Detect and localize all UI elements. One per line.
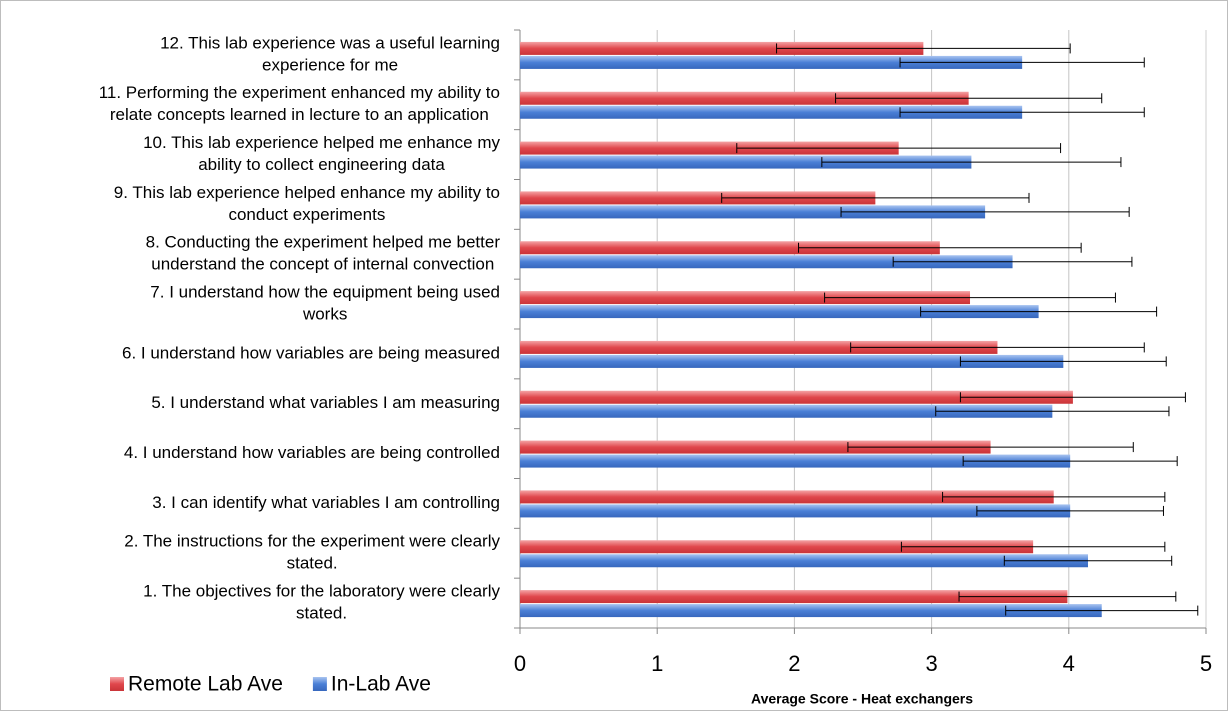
y-tick-label: conduct experiments xyxy=(228,205,385,224)
error-bar xyxy=(899,57,1145,68)
y-tick-label: 2. The instructions for the experiment w… xyxy=(124,532,500,551)
bar xyxy=(520,554,1089,568)
bar xyxy=(520,91,969,105)
y-tick-label: works xyxy=(302,305,347,324)
bar xyxy=(520,141,899,155)
y-tick-label: 10. This lab experience helped me enhanc… xyxy=(143,133,500,152)
legend-swatch xyxy=(312,677,327,691)
bar xyxy=(520,241,940,255)
error-bar xyxy=(776,43,1071,54)
y-tick-label: understand the concept of internal conve… xyxy=(151,255,494,274)
error-bar xyxy=(920,306,1158,317)
bar xyxy=(520,590,1068,604)
legend-swatch xyxy=(110,677,124,691)
bar xyxy=(520,404,1053,418)
error-bar xyxy=(840,206,1130,217)
y-tick-label: experience for me xyxy=(262,55,398,74)
error-bar xyxy=(798,242,1082,253)
y-tick-label: 8. Conducting the experiment helped me b… xyxy=(146,233,501,252)
error-bar xyxy=(892,256,1133,267)
y-tick-label: 3. I can identify what variables I am co… xyxy=(152,493,500,512)
error-bar xyxy=(850,342,1145,353)
bar xyxy=(520,191,876,205)
y-tick-label: stated. xyxy=(296,604,347,623)
y-tick-label: relate concepts learned in lecture to an… xyxy=(110,105,489,124)
x-tick-label: 0 xyxy=(514,651,526,676)
y-tick-label: 6. I understand how variables are being … xyxy=(122,343,500,362)
legend-label: In-Lab Ave xyxy=(331,673,431,696)
bar xyxy=(520,155,972,169)
error-bar xyxy=(976,505,1164,516)
bar xyxy=(520,305,1039,319)
error-bar xyxy=(958,591,1177,602)
bar xyxy=(520,105,1023,119)
x-tick-label: 2 xyxy=(788,651,800,676)
legend-label: Remote Lab Ave xyxy=(128,673,283,696)
y-tick-label: 11. Performing the experiment enhanced m… xyxy=(99,83,500,102)
bar xyxy=(520,205,986,219)
error-bar xyxy=(962,456,1178,467)
bar xyxy=(520,390,1073,404)
bar xyxy=(520,255,1013,269)
y-tick-label: 9. This lab experience helped enhance my… xyxy=(114,183,500,202)
x-tick-label: 5 xyxy=(1200,651,1212,676)
error-bar xyxy=(824,292,1116,303)
bar xyxy=(520,354,1064,368)
y-tick-label: 7. I understand how the equipment being … xyxy=(150,283,500,302)
bar xyxy=(520,454,1071,468)
error-bar xyxy=(959,356,1167,367)
error-bar xyxy=(959,392,1186,403)
bar xyxy=(520,604,1102,618)
bar xyxy=(520,440,991,454)
error-bar xyxy=(900,541,1166,552)
y-tick-label: ability to collect engineering data xyxy=(198,155,445,174)
bar xyxy=(520,291,971,305)
y-tick-label: 1. The objectives for the laboratory wer… xyxy=(143,582,500,601)
bar xyxy=(520,504,1071,518)
error-bar xyxy=(736,143,1062,154)
error-bar xyxy=(835,93,1103,104)
y-tick-label: 4. I understand how variables are being … xyxy=(124,443,500,462)
bar xyxy=(520,490,1054,504)
error-bar xyxy=(847,442,1134,453)
error-bar xyxy=(942,491,1166,502)
bar xyxy=(520,340,998,354)
y-tick-label: stated. xyxy=(287,554,338,573)
error-bar xyxy=(1003,555,1173,566)
x-axis-label: Average Score - Heat exchangers xyxy=(751,691,973,707)
bar xyxy=(520,540,1034,554)
error-bar xyxy=(1005,605,1199,616)
bar xyxy=(520,41,924,55)
error-bar xyxy=(899,107,1145,118)
x-tick-label: 1 xyxy=(651,651,663,676)
y-tick-label: 12. This lab experience was a useful lea… xyxy=(160,33,500,52)
error-bar xyxy=(821,157,1122,168)
error-bar xyxy=(721,192,1030,203)
error-bar xyxy=(935,406,1170,417)
bar xyxy=(520,55,1023,69)
y-tick-label: 5. I understand what variables I am meas… xyxy=(151,393,500,412)
x-tick-label: 4 xyxy=(1063,651,1075,676)
x-tick-label: 3 xyxy=(925,651,937,676)
